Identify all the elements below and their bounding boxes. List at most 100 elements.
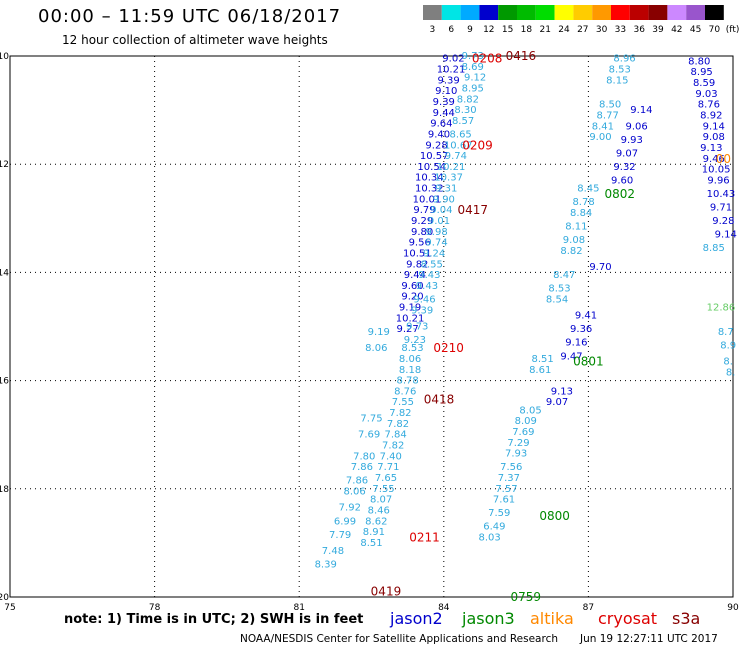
wave-height-point: 8.76 xyxy=(394,386,416,397)
wave-height-point: 7.65 xyxy=(375,473,397,484)
satellite-label-altika: altika xyxy=(530,609,574,628)
wave-height-point: 8.82 xyxy=(560,246,582,257)
wave-height-point: 10.51 xyxy=(403,248,432,259)
wave-height-point: 9.79 xyxy=(413,205,435,216)
wave-height-point: 8.96 xyxy=(613,54,635,65)
wave-height-point: 7.55 xyxy=(372,484,394,495)
wave-height-point: 8.59 xyxy=(693,78,715,89)
wave-height-point: 9.80 xyxy=(411,227,433,238)
wave-height-point: 9.98 xyxy=(425,227,447,238)
wave-height-point: 7.80 xyxy=(353,451,375,462)
wave-height-point: 7.82 xyxy=(382,441,404,452)
scale-swatch xyxy=(479,5,499,20)
wave-height-point: 10.01 xyxy=(413,194,442,205)
y-tick-label: -16 xyxy=(0,377,9,387)
wave-height-point: 8.92 xyxy=(700,111,722,122)
pass-time-label: 0416 xyxy=(506,49,537,63)
wave-height-point: 9.04 xyxy=(430,205,452,216)
wave-height-point: 9.60 xyxy=(401,281,423,292)
wave-height-point: 8.69 xyxy=(462,62,484,73)
scale-tick-label: 33 xyxy=(615,25,626,35)
y-tick-label: -10 xyxy=(0,52,9,62)
wave-height-point: 9.28 xyxy=(712,216,734,227)
wave-height-point: 9.16 xyxy=(565,338,587,349)
scale-tick-label: 18 xyxy=(521,25,533,35)
wave-height-point: 9.13 xyxy=(551,386,573,397)
scale-tick-label: 9 xyxy=(467,25,473,35)
wave-height-point: 10.57 xyxy=(420,151,449,162)
wave-height-point: 9.93 xyxy=(621,135,643,146)
satellite-label-jason2: jason2 xyxy=(390,609,443,628)
x-tick-label: 75 xyxy=(4,603,15,613)
wave-height-point: 8.46 xyxy=(368,505,390,516)
x-tick-label: 78 xyxy=(149,603,161,613)
pass-time-label: 0759 xyxy=(510,590,541,604)
footer-timestamp: Jun 19 12:27:11 UTC 2017 xyxy=(580,633,718,645)
wave-height-point: 8.39 xyxy=(315,560,337,571)
scale-tick-label: 42 xyxy=(671,25,682,35)
wave-height-point: 8.61 xyxy=(529,365,551,376)
wave-height-point: 9.71 xyxy=(710,202,732,213)
wave-height-point: 7.61 xyxy=(493,495,515,506)
scale-swatch xyxy=(667,5,687,20)
scale-tick-label: 21 xyxy=(539,25,550,35)
wave-height-point: 9.07 xyxy=(546,397,568,408)
wave-height-point: 8.30 xyxy=(454,105,476,116)
wave-height-point: 7.86 xyxy=(351,462,373,473)
wave-height-point: 8.85 xyxy=(703,243,725,254)
wave-height-point: 10.21 xyxy=(437,65,466,76)
wave-height-point: 9.39 xyxy=(433,97,455,108)
scale-swatch xyxy=(573,5,593,20)
chart-subtitle: 12 hour collection of altimeter wave hei… xyxy=(62,33,328,47)
wave-height-point: 12.86 xyxy=(707,303,736,314)
wave-height-point: 7.86 xyxy=(346,476,368,487)
wave-height-point: 9.12 xyxy=(464,73,486,84)
wave-height-point: 8.11 xyxy=(565,221,587,232)
wave-height-point: 9.64 xyxy=(430,119,452,130)
wave-height-point: 9.28 xyxy=(425,140,447,151)
wave-height-point: 7.55 xyxy=(392,397,414,408)
chart-title: 00:00 – 11:59 UTC 06/18/2017 xyxy=(38,6,342,27)
wave-height-point: 9.31 xyxy=(435,184,457,195)
pass-time-label: 0800 xyxy=(539,509,570,523)
footer-credit: NOAA/NESDIS Center for Satellite Applica… xyxy=(240,633,558,645)
wave-height-point: 9.32 xyxy=(613,162,635,173)
wave-height-point: 7.37 xyxy=(498,473,520,484)
pass-time-label: 0210 xyxy=(433,341,464,355)
scale-tick-label: 6 xyxy=(448,25,454,35)
plot-frame xyxy=(9,55,734,598)
wave-height-point: 8.82 xyxy=(457,94,479,105)
wave-height-point: 9.02 xyxy=(442,54,464,65)
y-tick-label: -12 xyxy=(0,160,9,170)
wave-height-point: 9.74 xyxy=(425,238,447,249)
wave-height-point: 9.00 xyxy=(589,132,611,143)
wave-height-point: 9.41 xyxy=(575,311,597,322)
wave-height-point: 10.37 xyxy=(434,173,463,184)
wave-height-point: 9.06 xyxy=(625,121,647,132)
scale-swatch xyxy=(648,5,668,20)
wave-height-point: 7.59 xyxy=(488,508,510,519)
pass-time-label: 0209 xyxy=(462,138,493,152)
y-tick-label: -18 xyxy=(0,485,9,495)
pass-time-label: 0417 xyxy=(457,203,488,217)
wave-height-point: 9.03 xyxy=(695,89,717,100)
pass-time-label: 0802 xyxy=(604,187,635,201)
wave-height-point: 8.06 xyxy=(399,354,421,365)
wave-height-point: 8.78 xyxy=(572,197,594,208)
wave-height-point: 8. xyxy=(723,357,733,368)
wave-height-point: 9.08 xyxy=(703,132,725,143)
wave-height-point: 8.06 xyxy=(365,343,387,354)
scale-tick-label: 3 xyxy=(430,25,436,35)
wave-height-point: 9.20 xyxy=(401,292,423,303)
satellite-label-jason3: jason3 xyxy=(462,609,515,628)
y-tick-label: -20 xyxy=(0,593,9,603)
satellite-label-s3a: s3a xyxy=(672,609,701,628)
wave-height-point: 9.19 xyxy=(368,327,390,338)
scale-swatch xyxy=(460,5,480,20)
wave-height-point: 9.14 xyxy=(630,105,652,116)
wave-height-point: 8.77 xyxy=(597,111,619,122)
wave-height-point: 8.51 xyxy=(360,538,382,549)
wave-height-point: 8.80 xyxy=(688,56,710,67)
scale-swatch xyxy=(498,5,517,20)
wave-height-point: 8.06 xyxy=(343,487,365,498)
